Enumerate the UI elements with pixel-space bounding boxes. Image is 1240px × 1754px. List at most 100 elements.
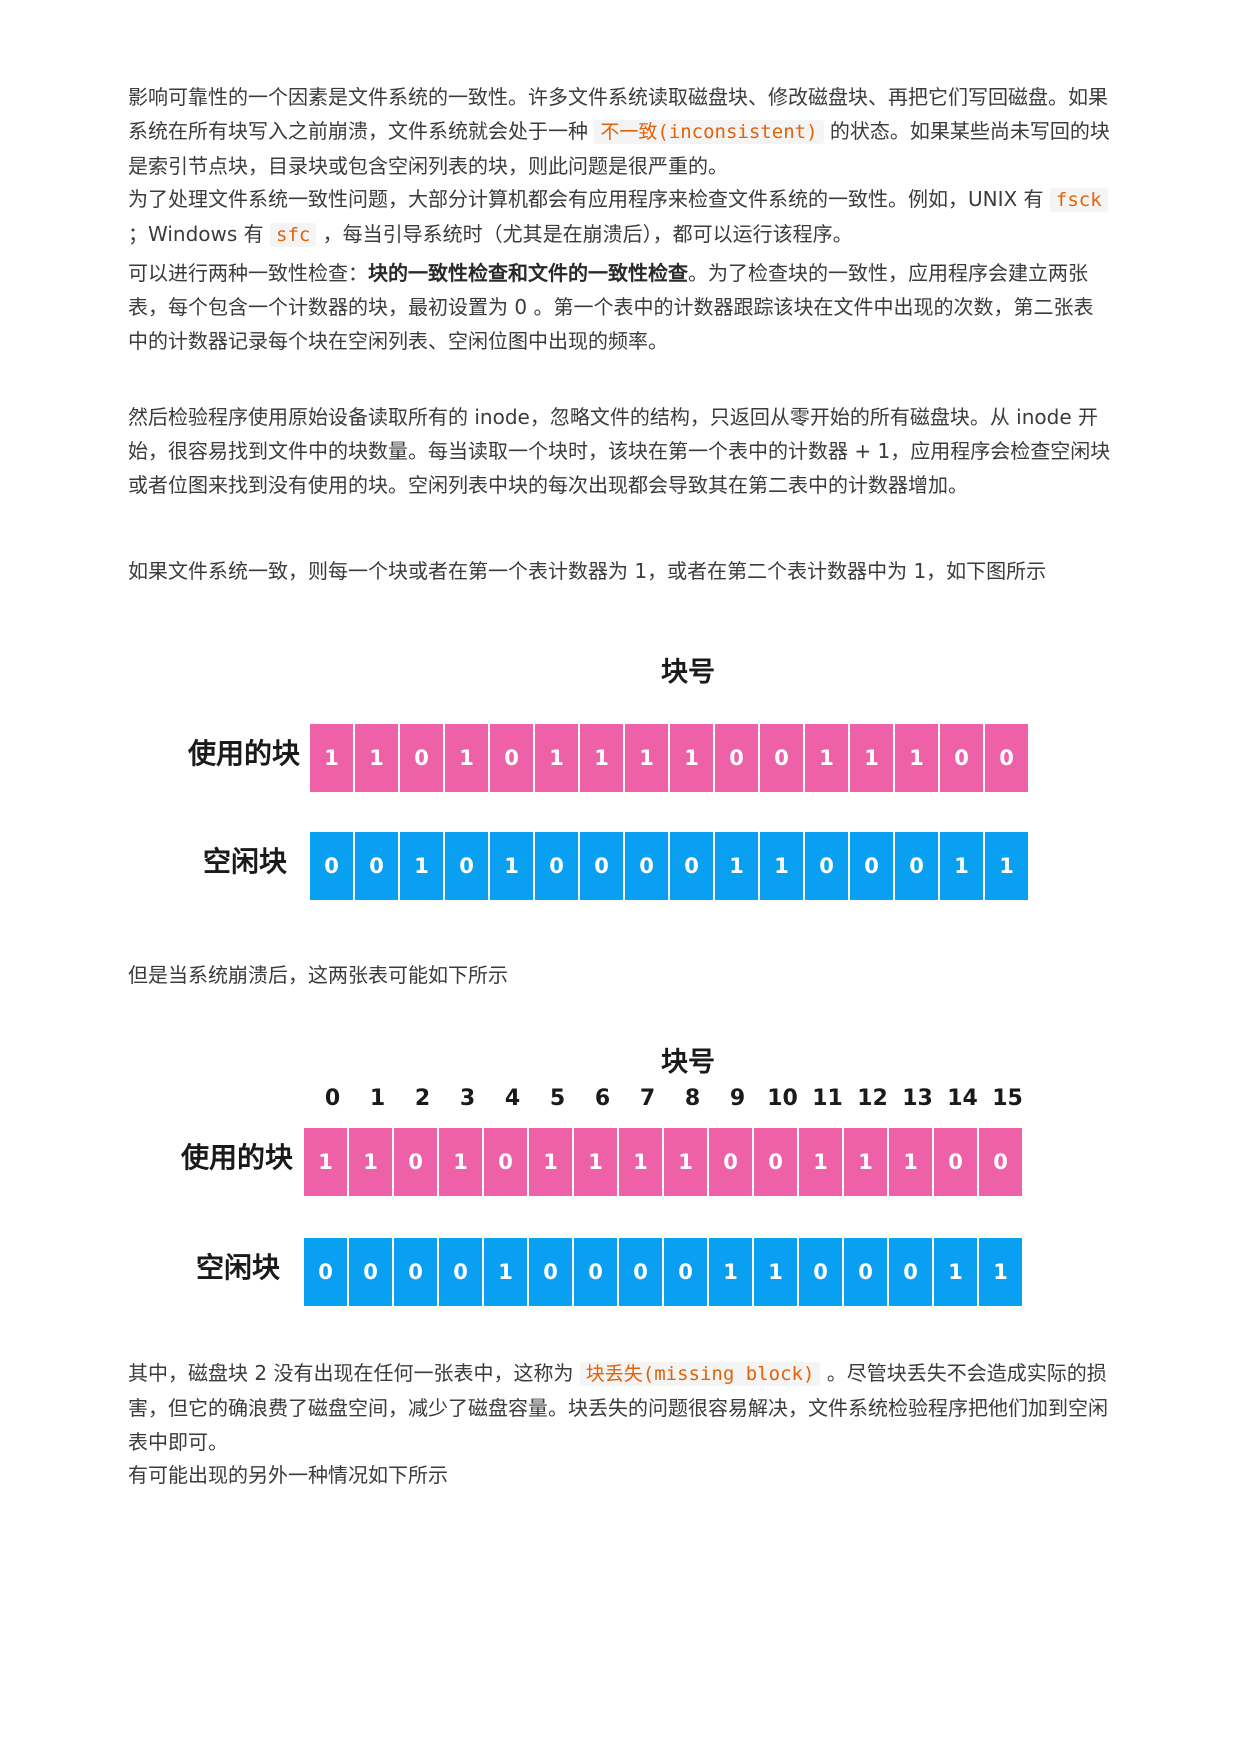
used-block-cell: 1 bbox=[805, 724, 848, 792]
block-number: 14 bbox=[947, 1086, 978, 1111]
free-block-cell: 0 bbox=[574, 1238, 617, 1306]
block-number: 7 bbox=[639, 1086, 656, 1111]
used-block-cell: 1 bbox=[580, 724, 623, 792]
used-block-cell: 1 bbox=[799, 1128, 842, 1196]
free-block-cell: 0 bbox=[310, 832, 353, 900]
free-block-cell: 1 bbox=[400, 832, 443, 900]
used-block-cell: 1 bbox=[535, 724, 578, 792]
used-block-cell: 1 bbox=[625, 724, 668, 792]
used-block-cell: 0 bbox=[934, 1128, 977, 1196]
text-span: 的状态。如果某些尚未写回的块是索引节点块，目录块或包含空闲列表的块，则此问题是很… bbox=[128, 119, 1110, 178]
figure-title: 块号 bbox=[661, 1047, 715, 1078]
free-block-cell: 0 bbox=[355, 832, 398, 900]
used-block-cell: 0 bbox=[490, 724, 533, 792]
paragraph-check-tools: 为了处理文件系统一致性问题，大部分计算机都会有应用程序来检查文件系统的一致性。例… bbox=[128, 182, 1112, 252]
free-block-cell: 0 bbox=[844, 1238, 887, 1306]
free-block-cell: 1 bbox=[490, 832, 533, 900]
block-number: 4 bbox=[504, 1086, 521, 1111]
used-block-cell: 0 bbox=[979, 1128, 1022, 1196]
used-block-cell: 1 bbox=[304, 1128, 347, 1196]
free-block-cell: 0 bbox=[439, 1238, 482, 1306]
used-block-cell: 1 bbox=[439, 1128, 482, 1196]
used-block-cell: 1 bbox=[619, 1128, 662, 1196]
free-block-cell: 0 bbox=[535, 832, 578, 900]
free-block-cell: 0 bbox=[850, 832, 893, 900]
inline-code-missing-block: 块丢失(missing block) bbox=[579, 1362, 821, 1386]
used-block-cell: 1 bbox=[664, 1128, 707, 1196]
block-number: 0 bbox=[324, 1086, 341, 1111]
block-number: 6 bbox=[594, 1086, 611, 1111]
block-number: 1 bbox=[369, 1086, 386, 1111]
used-blocks-label: 使用的块 bbox=[187, 737, 300, 770]
block-number: 8 bbox=[684, 1086, 701, 1111]
used-block-cell: 0 bbox=[985, 724, 1028, 792]
block-number: 13 bbox=[902, 1086, 933, 1111]
inline-code-inconsistent: 不一致(inconsistent) bbox=[594, 120, 824, 144]
text-span: 其中，磁盘块 2 没有出现在任何一张表中，这称为 bbox=[128, 1361, 580, 1385]
used-block-cell: 1 bbox=[349, 1128, 392, 1196]
text-span: 影响可靠性的一个因素是文件系统的一致性。许多文件系统读取磁盘块、修改磁盘块、再把… bbox=[128, 85, 1108, 143]
paragraph-missing-block: 其中，磁盘块 2 没有出现在任何一张表中，这称为 块丢失(missing blo… bbox=[128, 1356, 1112, 1459]
used-block-cell: 1 bbox=[574, 1128, 617, 1196]
used-blocks-label: 使用的块 bbox=[180, 1141, 293, 1174]
free-block-cell: 0 bbox=[304, 1238, 347, 1306]
free-block-cell: 0 bbox=[445, 832, 488, 900]
free-block-cell: 1 bbox=[709, 1238, 752, 1306]
free-block-cell: 0 bbox=[619, 1238, 662, 1306]
used-block-cell: 1 bbox=[889, 1128, 932, 1196]
used-block-cell: 0 bbox=[940, 724, 983, 792]
free-blocks-label: 空闲块 bbox=[195, 1251, 280, 1284]
block-number: 2 bbox=[414, 1086, 431, 1111]
free-block-cell: 0 bbox=[805, 832, 848, 900]
free-block-cell: 0 bbox=[895, 832, 938, 900]
text-span: ；Windows 有 bbox=[128, 222, 270, 246]
free-block-cell: 0 bbox=[664, 1238, 707, 1306]
used-block-cell: 0 bbox=[394, 1128, 437, 1196]
used-block-cell: 1 bbox=[670, 724, 713, 792]
text-span: 为了处理文件系统一致性问题，大部分计算机都会有应用程序来检查文件系统的一致性。例… bbox=[128, 187, 1050, 211]
free-block-cell: 0 bbox=[670, 832, 713, 900]
used-block-cell: 1 bbox=[529, 1128, 572, 1196]
free-block-cell: 1 bbox=[934, 1238, 977, 1306]
bold-text: 块的一致性检查和文件的一致性检查 bbox=[368, 261, 688, 285]
paragraph-consistent-case: 如果文件系统一致，则每一个块或者在第一个表计数器为 1，或者在第二个表计数器中为… bbox=[128, 559, 1047, 583]
free-block-cell: 0 bbox=[625, 832, 668, 900]
paragraph-consistency-intro: 影响可靠性的一个因素是文件系统的一致性。许多文件系统读取磁盘块、修改磁盘块、再把… bbox=[128, 80, 1112, 183]
free-block-cell: 1 bbox=[484, 1238, 527, 1306]
free-blocks-label: 空闲块 bbox=[202, 845, 287, 878]
used-block-cell: 0 bbox=[400, 724, 443, 792]
text-span: ，每当引导系统时（尤其是在崩溃后），都可以运行该程序。 bbox=[316, 222, 853, 246]
used-block-cell: 0 bbox=[709, 1128, 752, 1196]
free-block-cell: 0 bbox=[394, 1238, 437, 1306]
used-block-cell: 1 bbox=[445, 724, 488, 792]
used-block-cell: 1 bbox=[850, 724, 893, 792]
block-number: 10 bbox=[767, 1086, 798, 1111]
block-number: 9 bbox=[729, 1086, 746, 1111]
free-block-cell: 0 bbox=[349, 1238, 392, 1306]
used-block-cell: 0 bbox=[715, 724, 758, 792]
used-block-cell: 0 bbox=[754, 1128, 797, 1196]
free-block-cell: 0 bbox=[889, 1238, 932, 1306]
free-block-cell: 1 bbox=[754, 1238, 797, 1306]
paragraph-another-case: 有可能出现的另外一种情况如下所示 bbox=[128, 1463, 448, 1487]
figure-title: 块号 bbox=[661, 657, 715, 688]
text-span: 可以进行两种一致性检查： bbox=[128, 261, 368, 285]
free-block-cell: 0 bbox=[799, 1238, 842, 1306]
paragraph-checker-process: 然后检验程序使用原始设备读取所有的 inode，忽略文件的结构，只返回从零开始的… bbox=[128, 405, 1111, 497]
paragraph-two-checks: 可以进行两种一致性检查：块的一致性检查和文件的一致性检查。为了检查块的一致性，应… bbox=[128, 256, 1112, 358]
text-span: 。尽管块丢失不会造成实际的损害，但它的确浪费了磁盘空间，减少了磁盘容量。块丢失的… bbox=[128, 1361, 1108, 1454]
free-block-cell: 1 bbox=[940, 832, 983, 900]
text-span: 。为了检查块的一致性，应用程序会建立两张表，每个包含一个计数器的块，最初设置为 … bbox=[128, 261, 1094, 353]
block-number: 15 bbox=[992, 1086, 1023, 1111]
used-block-cell: 1 bbox=[895, 724, 938, 792]
used-block-cell: 1 bbox=[310, 724, 353, 792]
used-block-cell: 0 bbox=[484, 1128, 527, 1196]
free-block-cell: 0 bbox=[529, 1238, 572, 1306]
free-block-cell: 0 bbox=[580, 832, 623, 900]
free-block-cell: 1 bbox=[979, 1238, 1022, 1306]
